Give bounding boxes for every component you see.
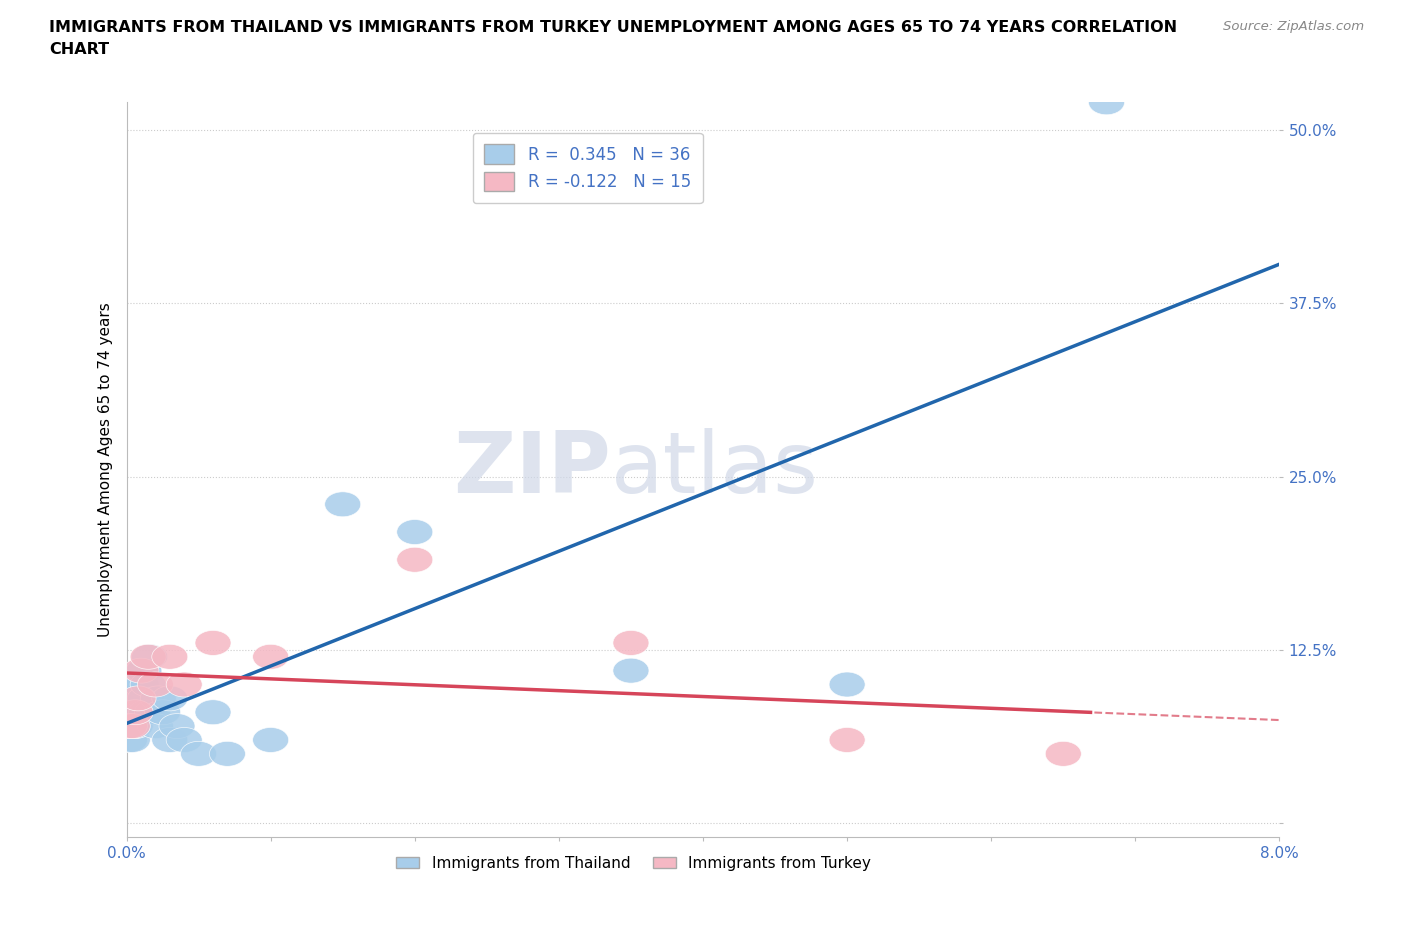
Ellipse shape [124, 658, 160, 684]
Ellipse shape [111, 713, 148, 738]
Ellipse shape [1045, 741, 1081, 766]
Ellipse shape [131, 672, 166, 697]
Ellipse shape [396, 520, 433, 544]
Ellipse shape [117, 713, 153, 738]
Ellipse shape [396, 547, 433, 572]
Text: atlas: atlas [610, 428, 818, 512]
Ellipse shape [115, 713, 152, 738]
Ellipse shape [195, 699, 231, 724]
Legend: Immigrants from Thailand, Immigrants from Turkey: Immigrants from Thailand, Immigrants fro… [391, 850, 877, 877]
Ellipse shape [253, 727, 288, 752]
Ellipse shape [180, 741, 217, 766]
Ellipse shape [128, 686, 163, 711]
Y-axis label: Unemployment Among Ages 65 to 74 years: Unemployment Among Ages 65 to 74 years [97, 302, 112, 637]
Text: ZIP: ZIP [453, 428, 610, 512]
Ellipse shape [613, 658, 650, 684]
Ellipse shape [141, 686, 176, 711]
Ellipse shape [120, 686, 156, 711]
Ellipse shape [132, 644, 167, 670]
Ellipse shape [253, 644, 288, 670]
Ellipse shape [613, 631, 650, 656]
Ellipse shape [138, 713, 173, 738]
Ellipse shape [209, 741, 246, 766]
Ellipse shape [152, 686, 188, 711]
Ellipse shape [122, 672, 159, 697]
Ellipse shape [114, 727, 150, 752]
Ellipse shape [111, 727, 148, 752]
Ellipse shape [112, 713, 149, 738]
Ellipse shape [159, 713, 195, 738]
Ellipse shape [166, 727, 202, 752]
Ellipse shape [120, 672, 156, 697]
Ellipse shape [138, 672, 173, 697]
Text: CHART: CHART [49, 42, 110, 57]
Ellipse shape [325, 492, 361, 517]
Ellipse shape [152, 644, 188, 670]
Ellipse shape [830, 727, 865, 752]
Ellipse shape [1088, 90, 1125, 114]
Ellipse shape [830, 672, 865, 697]
Text: Source: ZipAtlas.com: Source: ZipAtlas.com [1223, 20, 1364, 33]
Ellipse shape [121, 686, 157, 711]
Ellipse shape [117, 699, 153, 724]
Ellipse shape [125, 658, 162, 684]
Ellipse shape [114, 713, 150, 738]
Ellipse shape [135, 699, 170, 724]
Ellipse shape [118, 699, 155, 724]
Ellipse shape [131, 644, 166, 670]
Ellipse shape [195, 631, 231, 656]
Ellipse shape [122, 658, 159, 684]
Ellipse shape [114, 713, 150, 738]
Ellipse shape [152, 727, 188, 752]
Ellipse shape [129, 699, 165, 724]
Text: IMMIGRANTS FROM THAILAND VS IMMIGRANTS FROM TURKEY UNEMPLOYMENT AMONG AGES 65 TO: IMMIGRANTS FROM THAILAND VS IMMIGRANTS F… [49, 20, 1177, 35]
Ellipse shape [145, 699, 180, 724]
Ellipse shape [117, 699, 153, 724]
Ellipse shape [166, 672, 202, 697]
Ellipse shape [115, 699, 152, 724]
Ellipse shape [120, 686, 156, 711]
